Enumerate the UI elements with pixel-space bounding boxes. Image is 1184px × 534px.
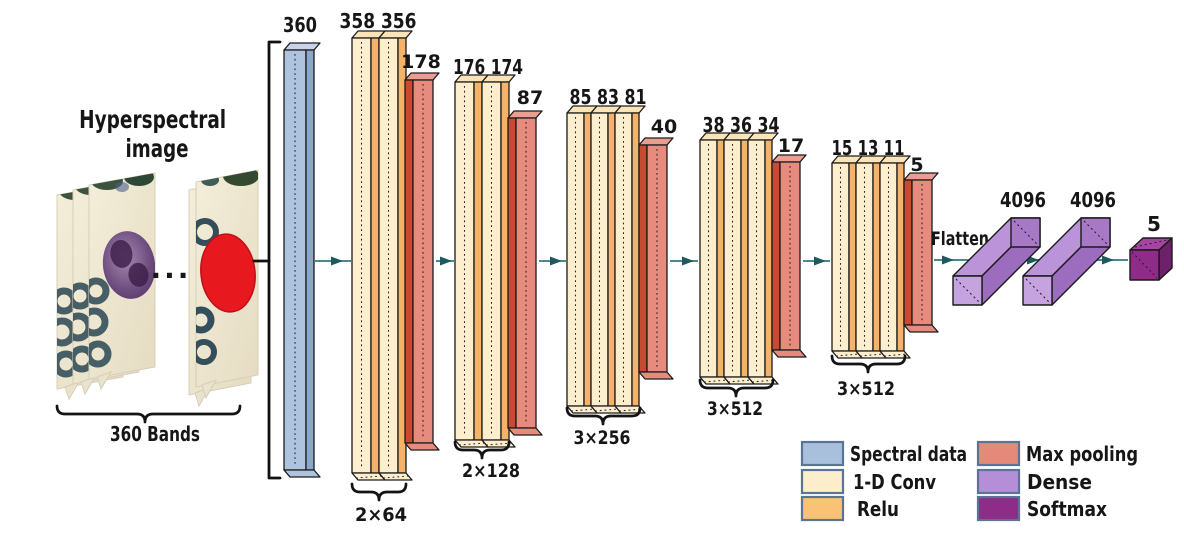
figure-title: Hyperspectral image <box>79 105 235 163</box>
arrowhead <box>550 256 562 266</box>
filters-label: 2×64 <box>355 504 407 526</box>
legend-swatch-dense <box>976 468 1021 495</box>
arrowhead <box>682 256 694 266</box>
filters-label: 3×512 <box>837 378 895 400</box>
legend-label-softmax: Softmax <box>1027 497 1107 521</box>
bands-label: 360 Bands <box>110 422 200 446</box>
pool-size-label: 87 <box>517 87 543 109</box>
legend-label-spectral-data: Spectral data <box>850 442 967 466</box>
conv-size-label: 15 13 11 <box>832 136 905 160</box>
legend-swatch-softmax <box>976 495 1021 522</box>
legend-swatch-1d-conv <box>800 468 845 495</box>
legend-label-relu: Relu <box>857 497 899 521</box>
filters-brace <box>565 406 642 426</box>
conv-group-2: 176 174 87 2×128 <box>453 55 543 482</box>
pool-size-label: 17 <box>778 135 804 157</box>
softmax-size-label: 5 <box>1147 212 1161 236</box>
legend-item-spectral-data: Spectral data <box>800 440 967 467</box>
maxpool-bar <box>404 72 440 451</box>
conv-group-5: 15 13 11 5 3×512 <box>830 136 939 400</box>
pool-size-label: 178 <box>401 51 441 73</box>
softmax-cube <box>1129 237 1173 281</box>
pool-size-label: 5 <box>910 154 923 176</box>
filters-brace <box>453 440 511 460</box>
dense-size-label-2: 4096 <box>1070 188 1116 212</box>
maxpool-bar <box>903 172 939 333</box>
legend-swatch-max-pooling <box>976 440 1021 467</box>
legend-swatch-relu <box>800 495 845 522</box>
arrowhead <box>331 256 343 266</box>
filters-label: 2×128 <box>462 460 520 482</box>
filters-label: 3×256 <box>574 427 631 449</box>
legend-label-dense: Dense <box>1027 470 1092 494</box>
maxpool-bar <box>771 154 807 358</box>
ellipsis-dots: ... <box>151 252 192 285</box>
bands-brace <box>55 404 242 424</box>
conv-size-label: 176 174 <box>453 55 523 79</box>
filters-label: 3×512 <box>707 398 763 420</box>
stained-cell-blob <box>102 231 155 299</box>
legend-item-1d-conv: 1-D Conv <box>800 468 936 495</box>
maxpool-bar <box>507 110 543 436</box>
legend-item-softmax: Softmax <box>976 495 1107 522</box>
pool-size-label: 40 <box>651 116 677 138</box>
hyperspectral-image-stack-2 <box>188 169 259 408</box>
flow-arrows <box>315 256 830 266</box>
arrowhead <box>814 256 826 266</box>
maxpool-bar <box>638 137 674 380</box>
conv-group-3: 85 83 81 40 3×256 <box>565 85 677 449</box>
input-size-label: 360 <box>283 13 317 37</box>
flatten-label: Flatten <box>931 228 989 250</box>
segmented-cell-blob <box>200 233 256 313</box>
arrowhead <box>440 256 452 266</box>
filters-brace <box>350 482 408 502</box>
dense-size-label-1: 4096 <box>1000 188 1046 212</box>
conv-size-label: 85 83 81 <box>570 85 647 109</box>
arrowhead <box>1102 255 1114 265</box>
legend-swatch-spectral-data <box>800 440 845 467</box>
conv-size-label: 38 36 34 <box>703 113 780 137</box>
filters-brace <box>698 378 775 398</box>
conv-group-4: 38 36 34 17 3×512 <box>698 113 807 420</box>
hyperspectral-image-stack-1 <box>56 172 156 401</box>
conv-group-1: 358 356 178 2×64 <box>340 9 441 526</box>
legend-item-relu: Relu <box>800 495 899 522</box>
image-sheet-front <box>88 172 156 391</box>
image-sheet-front <box>195 169 259 400</box>
spectral-data-bar <box>283 42 321 478</box>
legend-item-max-pooling: Max pooling <box>976 440 1138 467</box>
legend-label-1d-conv: 1-D Conv <box>853 470 936 494</box>
filters-brace <box>830 354 907 374</box>
conv-size-label: 358 356 <box>340 9 417 33</box>
legend: Spectral data 1-D Conv Relu Max pooling … <box>800 440 1138 522</box>
legend-item-dense: Dense <box>976 468 1092 495</box>
legend-label-max-pooling: Max pooling <box>1026 442 1138 466</box>
arrowhead <box>942 255 954 265</box>
